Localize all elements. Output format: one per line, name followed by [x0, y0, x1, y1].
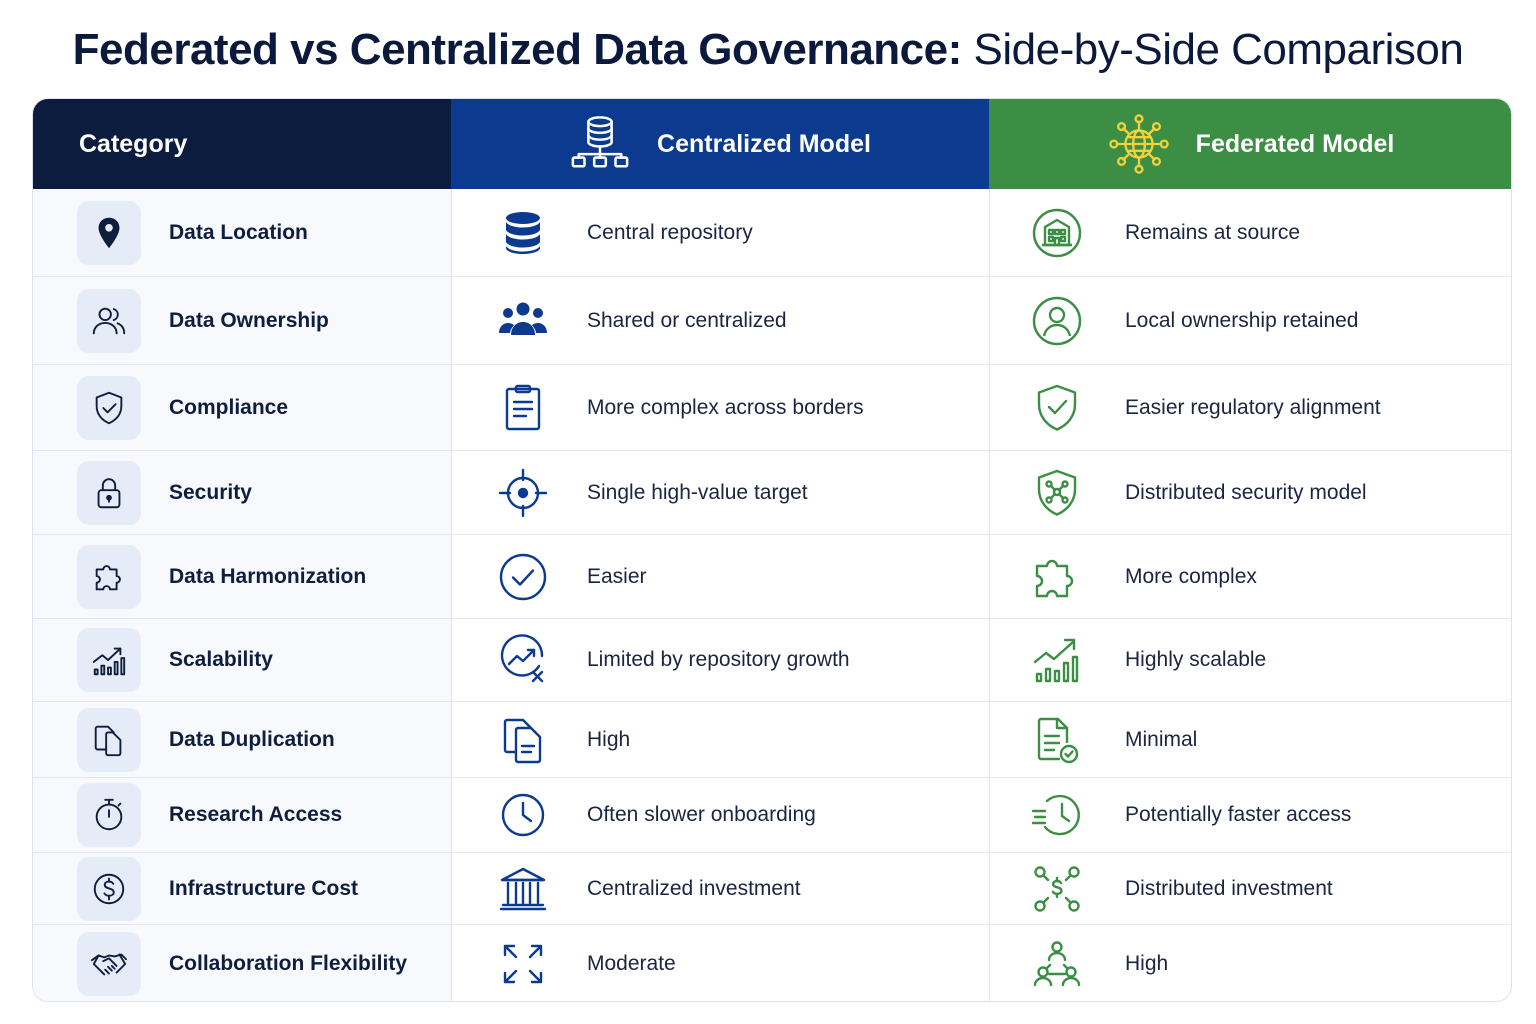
- fast-clock-icon: [1029, 787, 1085, 843]
- centralized-value: Single high-value target: [587, 480, 808, 504]
- table-row: Research Access Often slower onboarding …: [33, 778, 1511, 853]
- centralized-value: More complex across borders: [587, 395, 864, 419]
- target-icon: [495, 465, 551, 521]
- federated-value: Distributed investment: [1125, 876, 1333, 900]
- category-label: Data Harmonization: [169, 564, 367, 588]
- stopwatch-icon: [77, 783, 141, 847]
- growth-chart-icon: [1029, 632, 1085, 688]
- centralized-value: Moderate: [587, 952, 676, 975]
- category-label: Infrastructure Cost: [169, 876, 359, 900]
- federated-value: Local ownership retained: [1125, 308, 1359, 332]
- category-label: Collaboration Flexibility: [169, 952, 408, 975]
- clipboard-icon: [495, 380, 551, 436]
- category-label: Data Location: [169, 220, 308, 244]
- title-bold: Federated vs Centralized Data Governance…: [72, 25, 963, 74]
- title-light: Side-by-Side Comparison: [973, 25, 1464, 74]
- centralized-value: High: [587, 727, 631, 751]
- group-icon: [495, 293, 551, 349]
- category-label: Compliance: [169, 395, 289, 419]
- building-icon: [1029, 205, 1085, 261]
- header-federated: Federated Model: [989, 99, 1511, 189]
- federated-value: More complex: [1125, 564, 1257, 588]
- expand-arrows-icon: [495, 936, 551, 992]
- table-row: Infrastructure Cost Centralized investme…: [33, 853, 1511, 925]
- category-label: Data Duplication: [169, 727, 335, 751]
- table-row: Security Single high-value target Distri…: [33, 451, 1511, 535]
- category-label: Research Access: [169, 803, 343, 826]
- dollar-circle-icon: [77, 856, 141, 921]
- bank-icon: [495, 861, 551, 917]
- table-row: Scalability Limited by repository growth…: [33, 619, 1511, 702]
- database-icon: [495, 205, 551, 261]
- category-label: Scalability: [169, 648, 273, 671]
- header-federated-label: Federated Model: [1195, 129, 1395, 158]
- table-row: Data Ownership Shared or centralized Loc…: [33, 277, 1511, 365]
- centralized-value: Shared or centralized: [587, 308, 787, 332]
- shield-check-icon: [1029, 380, 1085, 436]
- handshake-icon: [77, 932, 141, 996]
- header-category: Category: [33, 99, 451, 189]
- globe-network-icon: [1108, 113, 1170, 175]
- centralized-value: Limited by repository growth: [587, 648, 850, 671]
- map-pin-icon: [77, 200, 141, 265]
- users-icon: [77, 288, 141, 353]
- limited-growth-icon: [495, 632, 551, 688]
- centralized-value: Centralized investment: [587, 876, 801, 900]
- shield-network-icon: [1029, 465, 1085, 521]
- clock-icon: [495, 787, 551, 843]
- category-label: Data Ownership: [169, 308, 329, 332]
- lock-icon: [77, 460, 141, 525]
- shield-check-icon: [77, 375, 141, 440]
- check-circle-icon: [495, 549, 551, 605]
- distributed-dollar-icon: [1029, 861, 1085, 917]
- centralized-value: Often slower onboarding: [587, 803, 816, 826]
- federated-value: Easier regulatory alignment: [1125, 395, 1381, 419]
- puzzle-icon: [77, 544, 141, 609]
- people-network-icon: [1029, 936, 1085, 992]
- document-check-icon: [1029, 712, 1085, 768]
- table-row: Data Duplication High Minimal: [33, 702, 1511, 778]
- copy-document-icon: [495, 712, 551, 768]
- federated-value: Distributed security model: [1125, 480, 1367, 504]
- table-row: Compliance More complex across borders E…: [33, 365, 1511, 451]
- federated-value: Highly scalable: [1125, 648, 1267, 671]
- copy-icon: [77, 707, 141, 772]
- growth-chart-icon: [77, 628, 141, 692]
- category-label: Security: [169, 480, 252, 504]
- federated-value: Potentially faster access: [1125, 803, 1352, 826]
- federated-value: Remains at source: [1125, 220, 1301, 244]
- federated-value: Minimal: [1125, 727, 1198, 751]
- database-network-icon: [569, 113, 631, 175]
- header-centralized: Centralized Model: [451, 99, 989, 189]
- puzzle-icon: [1029, 549, 1085, 605]
- user-circle-icon: [1029, 293, 1085, 349]
- centralized-value: Central repository: [587, 220, 753, 244]
- table-row: Collaboration Flexibility Moderate High: [33, 925, 1511, 1001]
- comparison-table: Category Centralized Model: [32, 98, 1512, 1002]
- header-category-label: Category: [79, 129, 188, 158]
- page-title: Federated vs Centralized Data Governance…: [0, 22, 1536, 78]
- table-row: Data Location Central repository Remains…: [33, 189, 1511, 277]
- federated-value: High: [1125, 952, 1169, 975]
- table-row: Data Harmonization Easier More complex: [33, 535, 1511, 619]
- header-centralized-label: Centralized Model: [657, 129, 871, 158]
- centralized-value: Easier: [587, 564, 647, 588]
